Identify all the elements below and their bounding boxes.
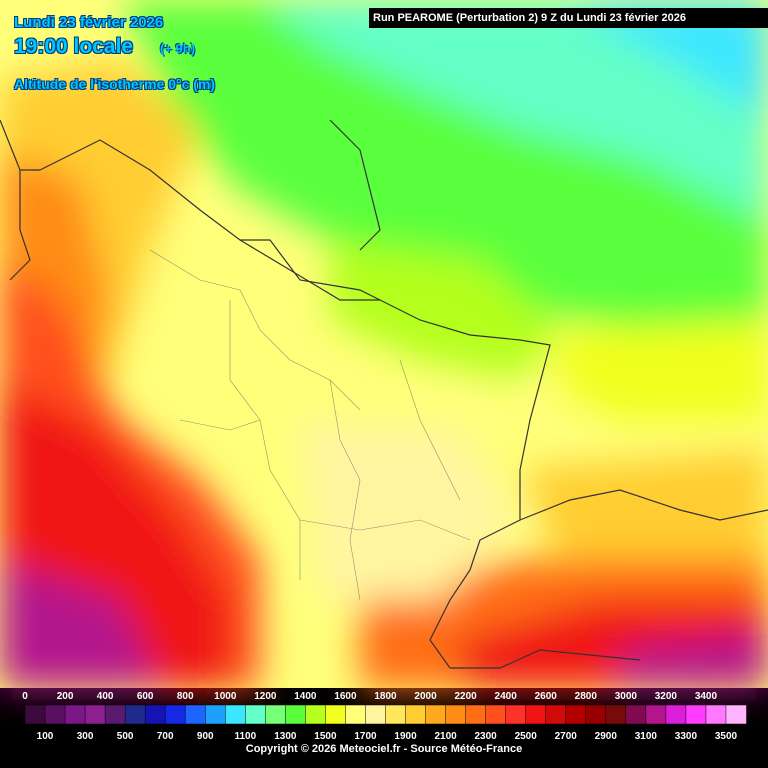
- run-banner: Run PEAROME (Perturbation 2) 9 Z du Lund…: [369, 8, 768, 28]
- legend-label-bottom: 300: [76, 731, 94, 742]
- legend-swatch: [245, 704, 267, 725]
- legend-label-top: 1600: [334, 691, 357, 702]
- legend-swatch: [505, 704, 527, 725]
- legend-swatch: [725, 704, 747, 725]
- legend-swatch: [285, 704, 307, 725]
- legend-swatch: [24, 704, 46, 725]
- legend-swatch: [425, 704, 447, 725]
- legend-label-top: 800: [176, 691, 194, 702]
- legend-swatch: [144, 704, 166, 725]
- legend-label-top: 2400: [494, 691, 517, 702]
- legend-label-bottom: 900: [196, 731, 214, 742]
- legend-label-bottom: 2500: [514, 731, 537, 742]
- forecast-date: Lundi 23 février 2026: [14, 14, 164, 31]
- legend-swatch: [665, 704, 687, 725]
- legend-swatch: [104, 704, 126, 725]
- legend-label-bottom: 3100: [634, 731, 657, 742]
- legend-swatch: [465, 704, 487, 725]
- legend-swatch: [605, 704, 627, 725]
- legend-swatch: [305, 704, 327, 725]
- legend-swatch: [445, 704, 467, 725]
- legend-label-bottom: 2700: [554, 731, 577, 742]
- legend-swatch: [585, 704, 607, 725]
- country-borders: [0, 119, 768, 669]
- legend-swatch: [705, 704, 727, 725]
- legend-label-bottom: 1900: [394, 731, 417, 742]
- legend-swatch: [405, 704, 427, 725]
- legend-label-bottom: 100: [36, 731, 54, 742]
- legend-label-top: 1000: [214, 691, 237, 702]
- legend-swatch: [685, 704, 707, 725]
- legend-swatch: [265, 704, 287, 725]
- legend-swatch: [205, 704, 227, 725]
- legend-label-bottom: 1500: [314, 731, 337, 742]
- legend-label-top: 3400: [694, 691, 718, 702]
- legend-swatch: [225, 704, 247, 725]
- legend-label-bottom: 500: [116, 731, 134, 742]
- legend-color-bar: [24, 704, 747, 725]
- legend-swatch: [485, 704, 507, 725]
- legend-label-top: 1400: [294, 691, 317, 702]
- legend-label-bottom: 3500: [714, 731, 738, 742]
- legend-swatch: [385, 704, 407, 725]
- legend-label-top: 3000: [614, 691, 637, 702]
- color-legend: 0 200 400 600 800 1000 1200 1400 1600 1800 2000 220…: [0, 688, 768, 768]
- legend-label-bottom: 1100: [234, 731, 257, 742]
- legend-label-top: 200: [56, 691, 74, 702]
- legend-swatch: [545, 704, 567, 725]
- legend-swatch: [625, 704, 647, 725]
- legend-label-top: 1800: [374, 691, 397, 702]
- legend-swatch: [365, 704, 387, 725]
- legend-label-top: 600: [136, 691, 154, 702]
- forecast-hour: 19:00 locale: [14, 35, 134, 58]
- region-borders: [149, 249, 471, 601]
- legend-swatch: [645, 704, 667, 725]
- legend-swatch: [84, 704, 106, 725]
- legend-label-bottom: 1700: [354, 731, 377, 742]
- copyright: Copyright © 2026 Meteociel.fr - Source M…: [245, 743, 523, 755]
- legend-label-bottom: 3300: [674, 731, 698, 742]
- parameter-title: Altitude de l'isotherme 0°c (m): [14, 76, 216, 92]
- legend-label-top: 400: [96, 691, 114, 702]
- legend-label-top: 2600: [534, 691, 557, 702]
- legend-label-top: 2200: [454, 691, 477, 702]
- legend-swatch: [44, 704, 66, 725]
- legend-label-top: 1200: [254, 691, 277, 702]
- legend-swatch: [325, 704, 347, 725]
- legend-label-bottom: 700: [156, 731, 174, 742]
- legend-label-top: 3200: [654, 691, 677, 702]
- legend-label-top: 2800: [574, 691, 597, 702]
- legend-label-bottom: 1300: [274, 731, 297, 742]
- legend-swatch: [124, 704, 146, 725]
- legend-label-bottom: 2300: [474, 731, 497, 742]
- legend-swatch: [184, 704, 207, 725]
- legend-swatch: [164, 704, 186, 725]
- legend-swatch: [64, 704, 86, 725]
- legend-label-top: 0: [22, 691, 28, 702]
- legend-swatch: [525, 704, 547, 725]
- legend-swatch: [565, 704, 587, 725]
- legend-label-top: 2000: [414, 691, 437, 702]
- forecast-offset: (+ 9h): [160, 41, 196, 56]
- legend-label-bottom: 2900: [594, 731, 617, 742]
- legend-label-bottom: 2100: [434, 731, 457, 742]
- legend-swatch: [345, 704, 367, 725]
